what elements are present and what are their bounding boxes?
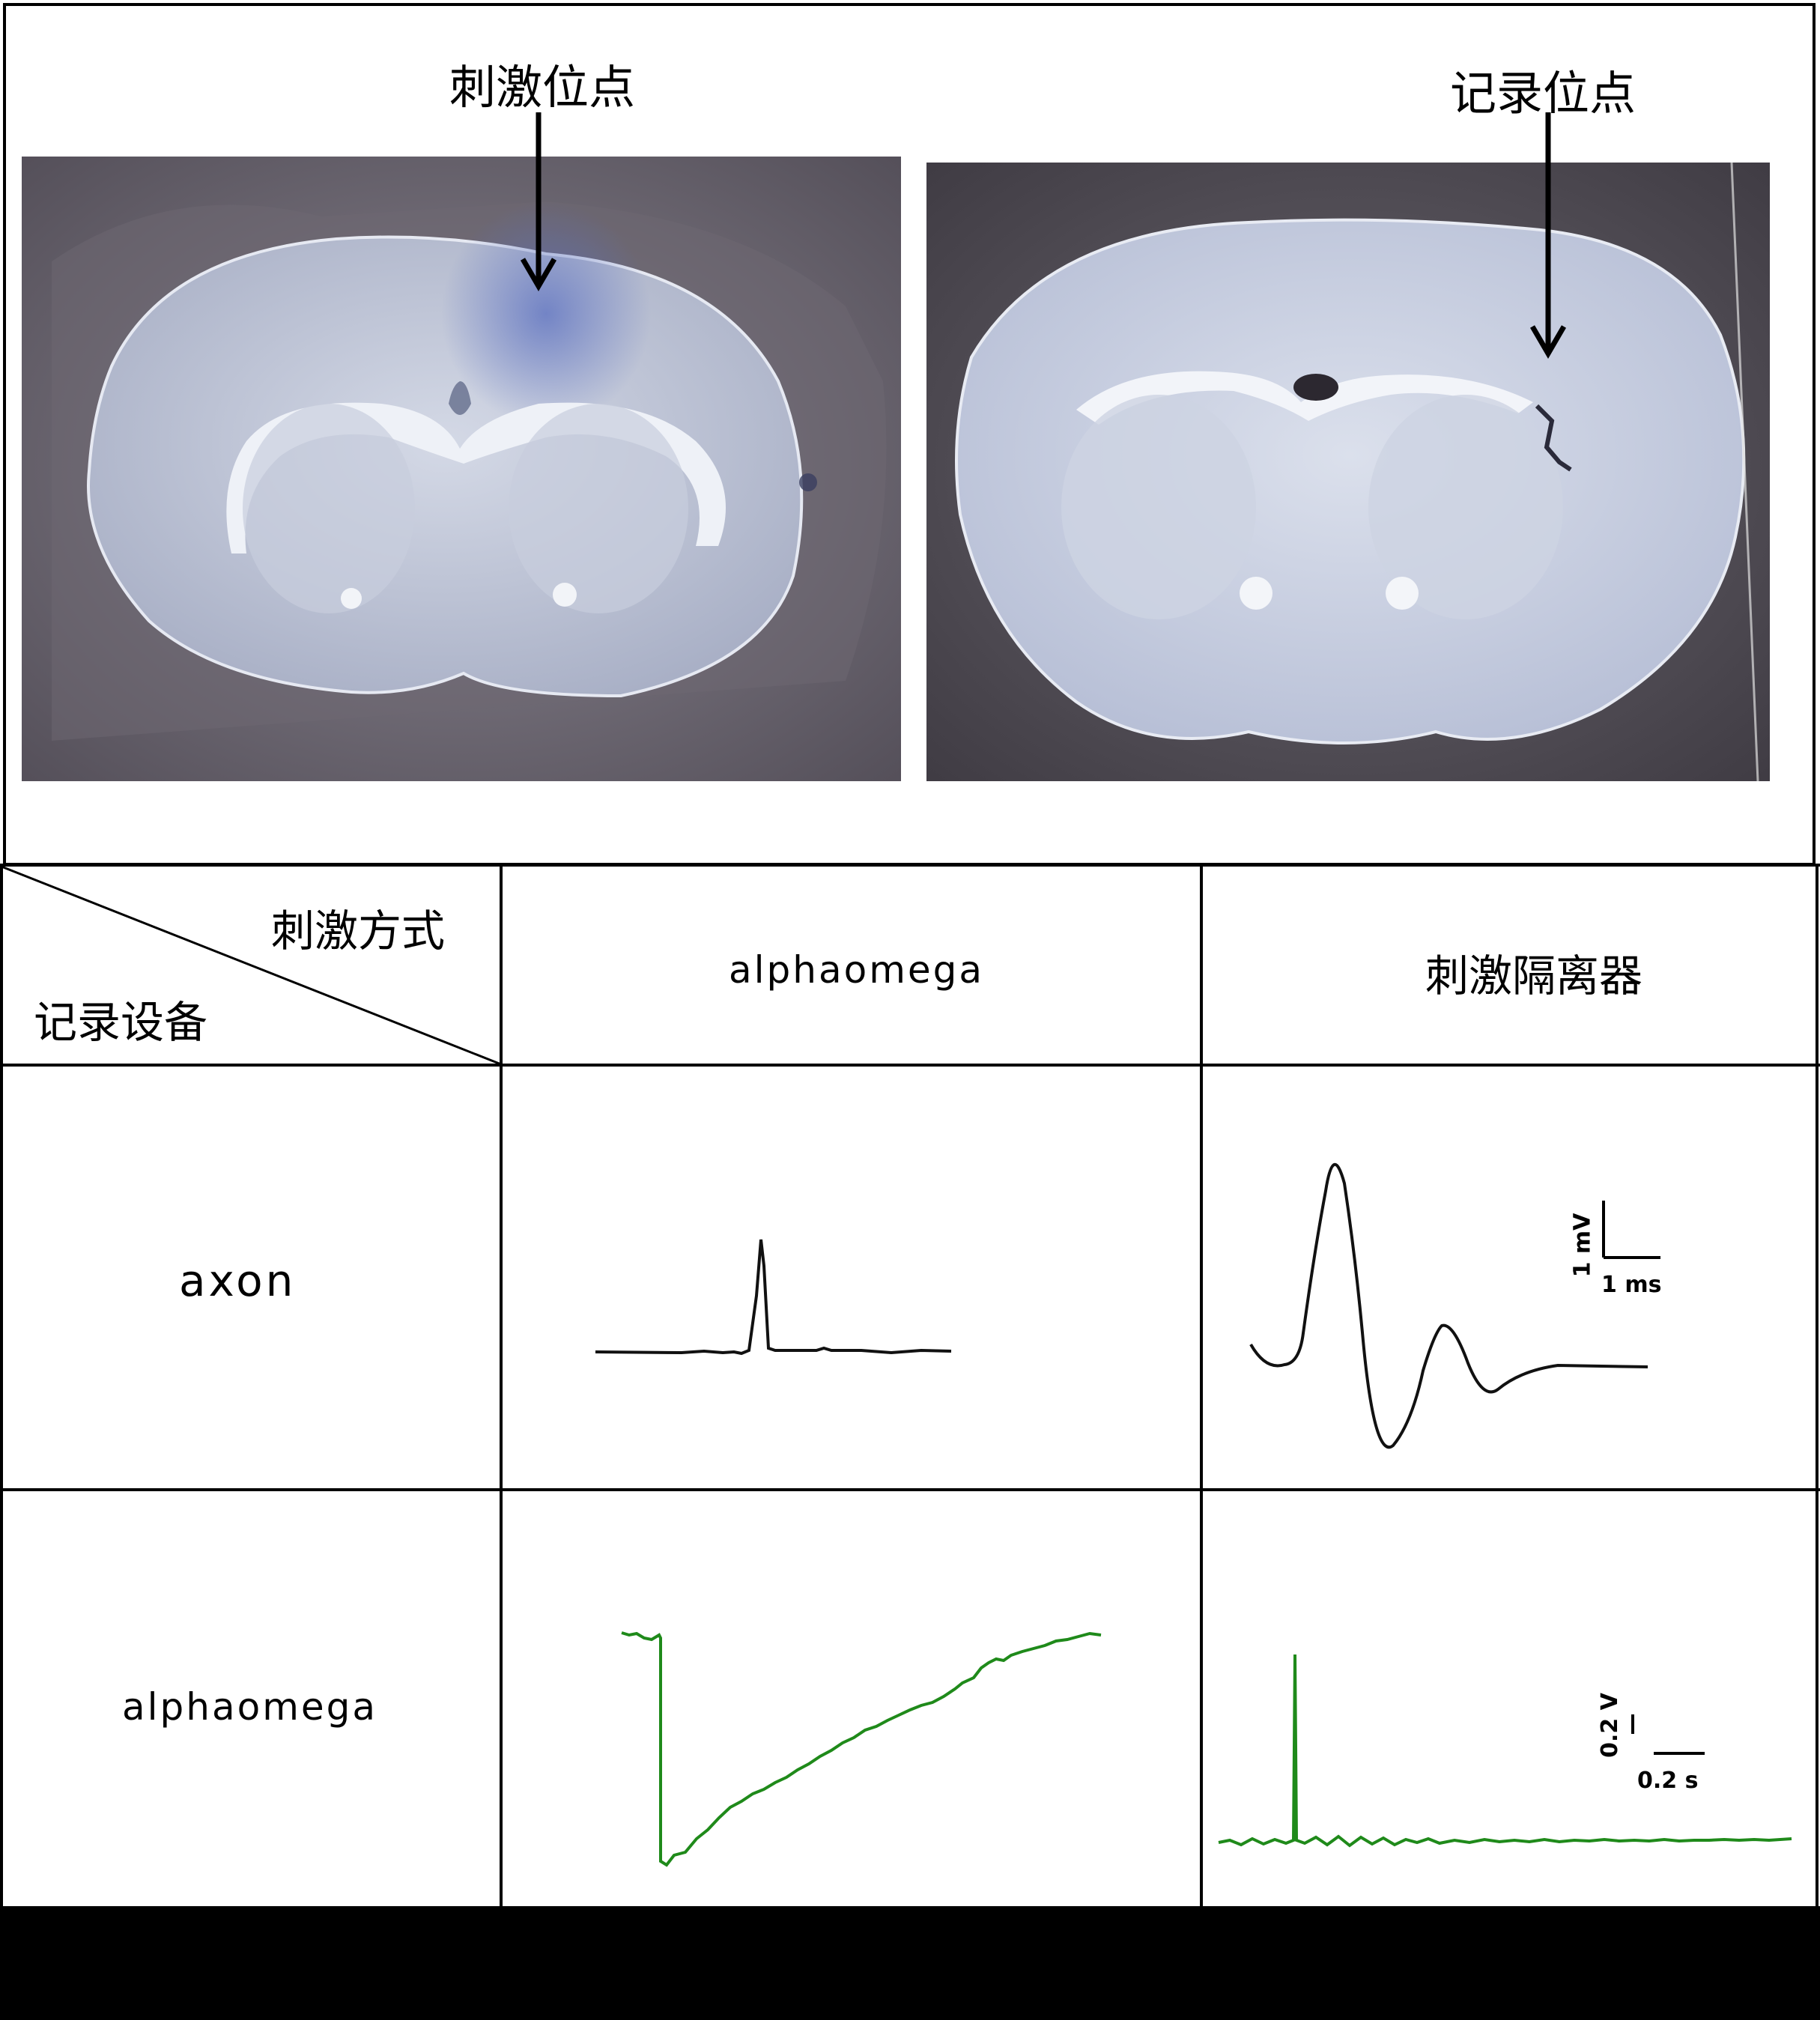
scale-bar-alphaomega-isolator (1631, 1714, 1705, 1755)
scale-bar-vertical-label-mv: 1 mV (1569, 1213, 1596, 1278)
trace-axon-isolator (1249, 1163, 1648, 1449)
stimulation-site-label: 刺激位点 (449, 60, 636, 115)
recording-site-label: 记录位点 (1450, 66, 1637, 121)
stimulation-site-arrow-icon (520, 112, 557, 291)
trace-alphaomega-isolator (1218, 1654, 1792, 1848)
trace-axon-alphaomega (595, 1239, 952, 1356)
scale-bar-vertical-label-v: 0.2 V (1596, 1693, 1623, 1758)
bottom-black-bar (0, 1908, 1820, 2020)
trace-alphaomega-alphaomega (621, 1631, 1102, 1867)
recording-slice-photo (926, 163, 1770, 781)
scale-bar-axon-isolator (1602, 1201, 1660, 1259)
row-label-alphaomega: alphaomega (122, 1685, 378, 1729)
figure-sheet: 刺激位点 记录位点 刺激方式 记录设备 alphaomega 刺激隔离器 axo… (0, 0, 1820, 1909)
header-stimulation-method: 刺激方式 (271, 906, 446, 956)
header-recording-device: 记录设备 (34, 997, 208, 1048)
corner-diagonal (1, 865, 502, 1066)
recording-site-arrow-icon (1529, 112, 1567, 359)
row-label-axon: axon (179, 1255, 297, 1306)
column-header-stimulus-isolator: 刺激隔离器 (1425, 950, 1643, 1001)
scale-bar-horizontal-label-ms: 1 ms (1601, 1272, 1662, 1298)
column-header-alphaomega: alphaomega (729, 948, 985, 992)
stimulation-slice-photo (22, 157, 901, 781)
scale-bar-horizontal-label-s: 0.2 s (1637, 1768, 1699, 1794)
